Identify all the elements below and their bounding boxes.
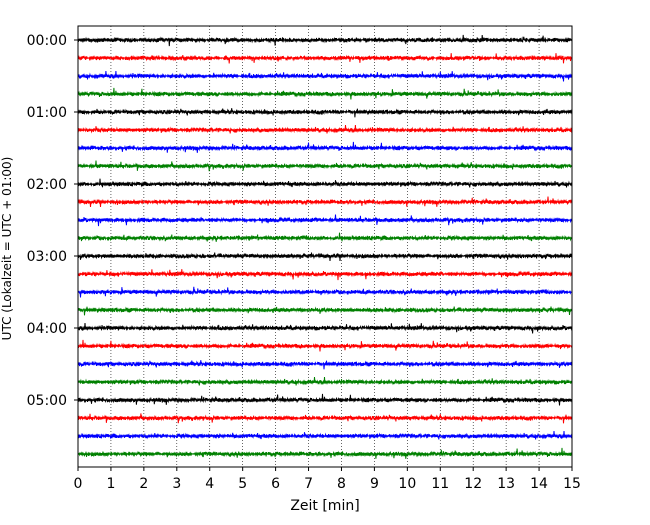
x-tick-label-14: 14: [530, 476, 548, 492]
trace-line-0230: [77, 214, 573, 227]
x-tick-label-8: 8: [337, 476, 346, 492]
x-tick-label-1: 1: [106, 476, 115, 492]
y-tick-label-0400: 04:00: [27, 321, 67, 337]
trace-line-0100: [77, 108, 573, 118]
x-tick-label-6: 6: [271, 476, 280, 492]
x-tick-label-11: 11: [431, 476, 449, 492]
trace-line-0145: [77, 160, 573, 172]
y-tick-label-0500: 05:00: [27, 393, 67, 409]
y-ticks: 00:00 01:00 02:00 03:00 04:00 05:00: [27, 33, 78, 409]
trace-line-0045: [77, 87, 573, 100]
y-tick-label-0200: 02:00: [27, 177, 67, 193]
trace-line-0515: [77, 413, 573, 424]
y-tick-label-0300: 03:00: [27, 249, 67, 265]
trace-line-0415: [77, 339, 573, 352]
trace-line-0245: [77, 232, 573, 242]
trace-line-0200: [77, 178, 573, 188]
trace-line-0430: [77, 360, 573, 370]
trace-line-0545: [77, 447, 573, 459]
trace-line-0215: [77, 196, 573, 208]
x-tick-label-3: 3: [172, 476, 181, 492]
x-tick-label-2: 2: [139, 476, 148, 492]
trace-line-0115: [77, 124, 573, 134]
trace-line-0530: [77, 430, 573, 440]
trace-line-0400: [77, 322, 573, 334]
x-tick-label-9: 9: [370, 476, 379, 492]
x-tick-label-7: 7: [304, 476, 313, 492]
x-tick-label-0: 0: [74, 476, 83, 492]
trace-line-0000: [77, 34, 573, 47]
y-tick-label-0000: 00:00: [27, 33, 67, 49]
y-tick-label-0100: 01:00: [27, 105, 67, 121]
trace-line-0445: [77, 376, 573, 386]
trace-line-0030: [77, 70, 573, 82]
trace-line-0300: [77, 252, 573, 262]
trace-line-0500: [77, 393, 573, 406]
trace-line-0015: [77, 53, 573, 64]
x-tick-label-15: 15: [563, 476, 581, 492]
trace-line-0330: [77, 286, 573, 298]
x-tick-label-13: 13: [497, 476, 515, 492]
x-ticks: 0 1 2 3 4 5 6 7 8 9 10 11 12 13 14 15: [74, 467, 581, 492]
x-tick-label-10: 10: [398, 476, 416, 492]
trace-line-0130: [77, 141, 573, 153]
trace-line-0345: [77, 306, 573, 316]
trace-line-0315: [77, 269, 573, 281]
plot-frame: [77, 25, 573, 468]
x-tick-label-12: 12: [464, 476, 482, 492]
y-axis-label: UTC (Lokalzeit = UTC + 01:00): [0, 157, 14, 341]
x-tick-label-4: 4: [205, 476, 214, 492]
x-axis-label: Zeit [min]: [290, 498, 359, 514]
trace-layer: [77, 34, 573, 459]
x-tick-label-5: 5: [238, 476, 247, 492]
